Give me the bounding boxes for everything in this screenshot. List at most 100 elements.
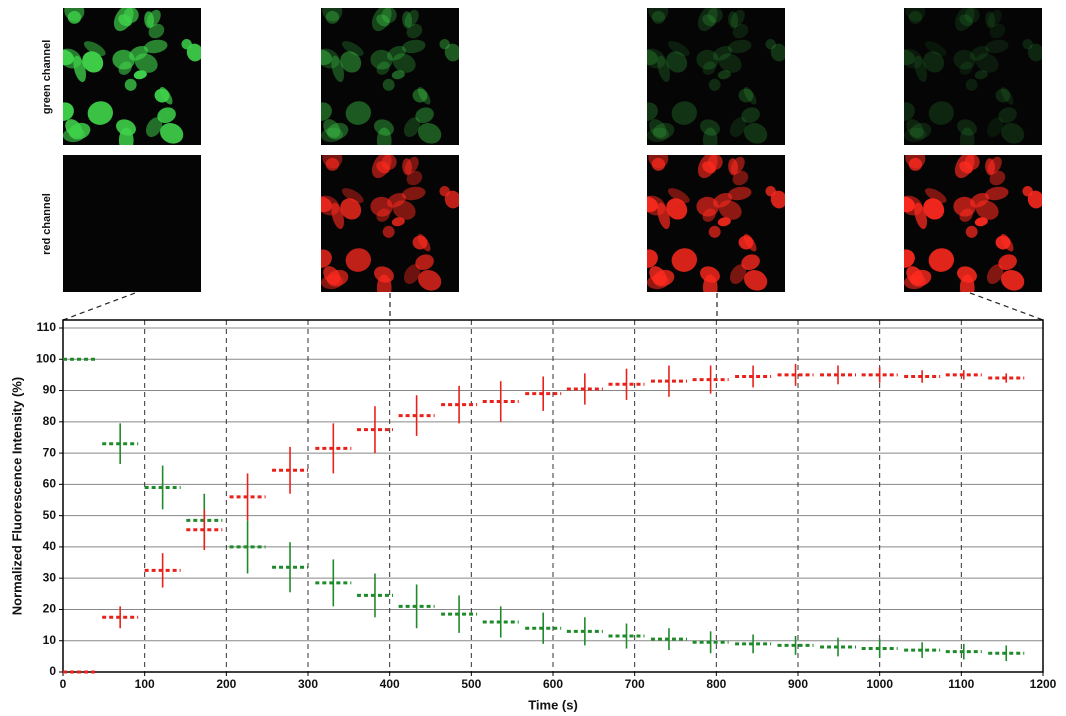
micrograph (904, 8, 1042, 145)
cell (341, 41, 364, 57)
cell (134, 53, 158, 73)
micrograph-bg (321, 8, 459, 145)
x-tick-label: 700 (625, 677, 645, 691)
cell (908, 10, 923, 24)
cell (985, 158, 996, 176)
cell (904, 195, 923, 216)
cell (418, 123, 442, 144)
cell (904, 127, 927, 143)
cell (87, 101, 113, 125)
cell (728, 11, 739, 29)
cell (439, 186, 450, 197)
cell (325, 10, 340, 24)
cell (649, 119, 667, 138)
cell (770, 190, 785, 209)
cell (124, 78, 137, 91)
cell (697, 155, 718, 179)
cell (985, 11, 996, 29)
y-tick-label: 80 (43, 414, 57, 428)
cell (652, 269, 675, 287)
cell (321, 127, 344, 143)
cell (321, 196, 333, 213)
cells (647, 155, 785, 292)
cell (697, 8, 718, 32)
cell (376, 14, 390, 27)
cell (738, 235, 754, 250)
y-tick-label: 0 (49, 664, 56, 678)
y-tick-label: 60 (43, 477, 57, 491)
cell (323, 119, 341, 138)
cell (404, 9, 419, 28)
cell (370, 196, 393, 217)
cell (340, 51, 362, 73)
cell (995, 235, 1011, 250)
cell (989, 23, 1006, 39)
cell (708, 78, 721, 91)
cell (345, 248, 371, 272)
x-tick-label: 200 (216, 677, 236, 691)
x-tick-label: 100 (135, 677, 155, 691)
cell (906, 119, 924, 138)
cell (374, 119, 394, 136)
cell (63, 48, 82, 69)
cell (321, 195, 340, 216)
cell (403, 117, 421, 137)
cell (331, 55, 345, 83)
cell (157, 107, 176, 124)
cell (959, 14, 973, 27)
cell (744, 123, 768, 144)
cell (924, 41, 947, 57)
cell (647, 127, 670, 143)
cell (160, 123, 184, 144)
cell (741, 107, 760, 124)
cell (964, 8, 980, 24)
cell (406, 170, 423, 186)
cell (651, 10, 666, 24)
cell (984, 39, 1009, 54)
cell (83, 41, 106, 57)
cell (995, 88, 1011, 103)
cell (729, 117, 747, 137)
cell (382, 225, 395, 238)
y-tick-label: 90 (43, 383, 57, 397)
x-tick-label: 1100 (948, 677, 974, 691)
cell (1001, 270, 1025, 291)
cell (730, 9, 745, 28)
cell (370, 49, 393, 70)
cell (143, 39, 168, 54)
cell (647, 249, 658, 268)
cell (905, 8, 926, 22)
cell (998, 107, 1017, 124)
cell (386, 45, 407, 61)
cell (144, 11, 155, 29)
y-tick-label: 110 (37, 320, 57, 334)
cell (986, 117, 1004, 137)
cell (340, 198, 362, 220)
cell (392, 53, 416, 73)
micrograph (647, 8, 785, 145)
cell (702, 61, 716, 75)
y-tick-label: 70 (43, 445, 57, 459)
cell (1000, 86, 1014, 105)
cell (652, 122, 675, 140)
cell (959, 127, 975, 145)
y-tick-label: 10 (43, 633, 57, 647)
cell (728, 158, 739, 176)
cell (904, 48, 923, 69)
cell (708, 225, 721, 238)
cells (63, 8, 201, 145)
cell (402, 158, 413, 176)
cell (765, 39, 776, 50)
cell (667, 41, 690, 57)
panel-label: red channel (41, 193, 53, 255)
cell (417, 86, 431, 105)
y-tick-label: 30 (43, 570, 57, 584)
y-tick-label: 40 (43, 539, 57, 553)
cell (984, 186, 1009, 201)
micrograph (321, 8, 459, 145)
micrograph (63, 8, 201, 145)
cell (667, 188, 690, 204)
micrograph (321, 155, 459, 292)
cell (113, 8, 134, 32)
